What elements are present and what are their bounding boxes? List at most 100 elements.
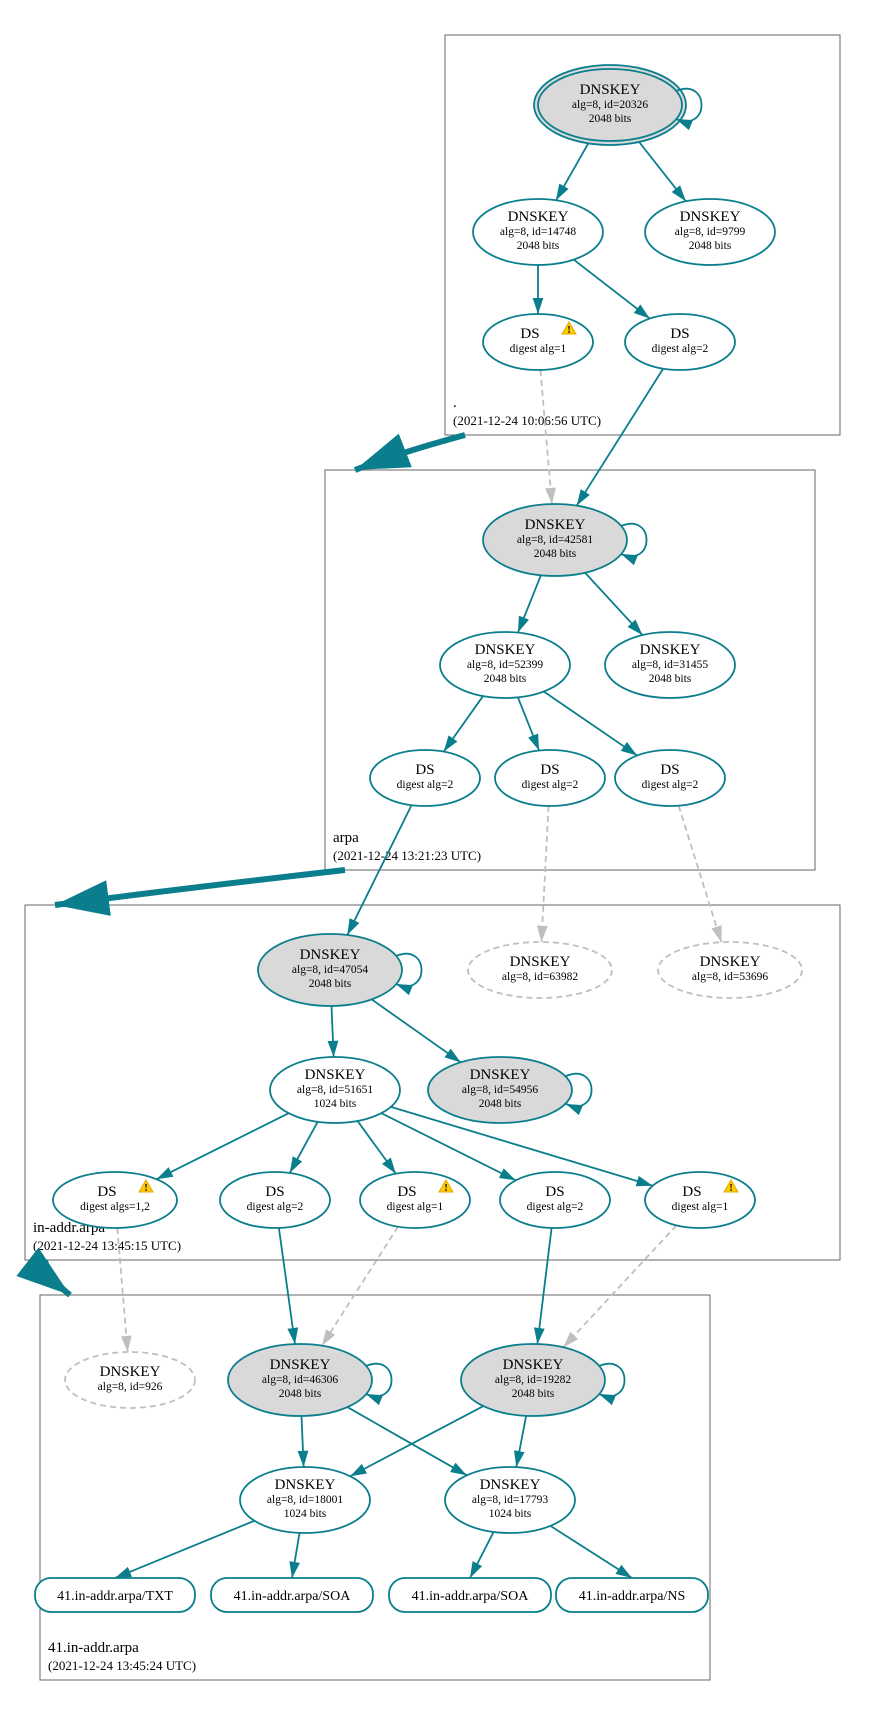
node-text: DNSKEY [480, 1477, 541, 1493]
node-text: DNSKEY [300, 947, 361, 963]
record-r4: 41.in-addr.arpa/NS [556, 1578, 708, 1612]
node-text: alg=8, id=63982 [502, 971, 578, 983]
node-text: DNSKEY [510, 954, 571, 970]
record-r3: 41.in-addr.arpa/SOA [389, 1578, 551, 1612]
zone-label: arpa [333, 830, 359, 846]
node-text: digest alg=1 [387, 1201, 444, 1213]
node-text: DS [397, 1184, 416, 1200]
node-text: 2048 bits [309, 978, 352, 990]
node-text: 2048 bits [479, 1098, 522, 1110]
node-n7: DNSKEYalg=8, id=52399 2048 bits [440, 632, 570, 698]
node-text: alg=8, id=18001 [267, 1494, 343, 1506]
edge [279, 1228, 295, 1344]
edge [585, 573, 642, 635]
node-n2: DNSKEYalg=8, id=147482048 bits [473, 199, 603, 265]
edge [540, 370, 552, 504]
node-n10: DSdigest alg=2 [495, 750, 605, 806]
node-text: 2048 bits [689, 240, 732, 252]
record-label: 41.in-addr.arpa/NS [579, 1589, 686, 1604]
zone-delegation-arrow [55, 870, 345, 905]
node-text: 1024 bits [284, 1508, 327, 1520]
node-text: DNSKEY [275, 1477, 336, 1493]
node-n13: DNSKEYalg=8, id=63982 [468, 942, 612, 998]
node-text: digest alg=2 [522, 779, 579, 791]
record-label: 41.in-addr.arpa/TXT [57, 1589, 173, 1604]
edge [636, 138, 685, 201]
edge [679, 806, 722, 943]
edge [358, 1121, 396, 1174]
edge [577, 369, 663, 506]
node-text: alg=8, id=46306 [262, 1374, 338, 1386]
node-text: digest alg=2 [397, 779, 454, 791]
node-text: digest alg=1 [510, 343, 567, 355]
node-n1: DNSKEYalg=8, id=203262048 bits [534, 65, 702, 145]
node-text: DS [97, 1184, 116, 1200]
record-r2: 41.in-addr.arpa/SOA [211, 1578, 373, 1612]
node-text: DS [670, 326, 689, 342]
node-n4: DSdigest alg=1! [483, 314, 593, 370]
node-text: DS [540, 762, 559, 778]
zone-timestamp: (2021-12-24 13:21:23 UTC) [333, 848, 481, 863]
edge [322, 1227, 398, 1346]
node-text: digest alg=2 [247, 1201, 304, 1213]
node-text: alg=8, id=54956 [462, 1084, 538, 1096]
edge [157, 1113, 289, 1179]
zone-timestamp: (2021-12-24 10:06:56 UTC) [453, 413, 601, 428]
zone-timestamp: (2021-12-24 13:45:15 UTC) [33, 1238, 181, 1253]
node-n12: DNSKEYalg=8, id=47054 2048 bits [258, 934, 422, 1006]
zone-label: . [453, 395, 457, 411]
node-text: 2048 bits [484, 673, 527, 685]
node-text: alg=8, id=17793 [472, 1494, 548, 1506]
node-text: alg=8, id=52399 [467, 659, 543, 671]
node-n8: DNSKEYalg=8, id=314552048 bits [605, 632, 735, 698]
node-text: alg=8, id=14748 [500, 226, 576, 238]
node-text: DS [682, 1184, 701, 1200]
node-text: 2048 bits [649, 673, 692, 685]
zone-delegation-arrow [355, 435, 465, 470]
zone-label: 41.in-addr.arpa [48, 1640, 139, 1656]
node-n6: DNSKEYalg=8, id=425812048 bits [483, 504, 647, 576]
node-n19: DSdigest alg=1! [360, 1172, 470, 1228]
node-text: DNSKEY [305, 1067, 366, 1083]
node-text: DNSKEY [100, 1364, 161, 1380]
node-text: DNSKEY [270, 1357, 331, 1373]
edge [541, 806, 548, 942]
node-text: DS [265, 1184, 284, 1200]
edge [518, 697, 539, 750]
node-text: DNSKEY [475, 642, 536, 658]
edge [563, 1225, 676, 1347]
node-text: alg=8, id=31455 [632, 659, 708, 671]
node-text: 2048 bits [534, 548, 577, 560]
node-n20: DSdigest alg=2 [500, 1172, 610, 1228]
edge [556, 140, 590, 201]
node-text: 2048 bits [279, 1388, 322, 1400]
edge [574, 260, 650, 319]
edge [470, 1532, 494, 1578]
node-n24: DNSKEYalg=8, id=192822048 bits [461, 1344, 625, 1416]
node-text: alg=8, id=53696 [692, 971, 768, 983]
node-text: 1024 bits [489, 1508, 532, 1520]
edge [518, 575, 541, 632]
node-text: alg=8, id=51651 [297, 1084, 373, 1096]
node-n5: DSdigest alg=2 [625, 314, 735, 370]
node-text: alg=8, id=19282 [495, 1374, 571, 1386]
node-text: digest alg=2 [527, 1201, 584, 1213]
record-label: 41.in-addr.arpa/SOA [234, 1589, 352, 1604]
node-text: alg=8, id=926 [98, 1381, 163, 1393]
edge [347, 1407, 466, 1475]
node-n3: DNSKEYalg=8, id=97992048 bits [645, 199, 775, 265]
node-text: alg=8, id=20326 [572, 99, 648, 111]
node-n15: DNSKEYalg=8, id=516511024 bits [270, 1057, 400, 1123]
node-text: DS [660, 762, 679, 778]
svg-text:!: ! [729, 1183, 732, 1194]
zone-timestamp: (2021-12-24 13:45:24 UTC) [48, 1658, 196, 1673]
node-text: alg=8, id=47054 [292, 964, 368, 976]
edge [290, 1122, 318, 1173]
svg-text:!: ! [444, 1183, 447, 1194]
node-text: digest alg=2 [642, 779, 699, 791]
node-n9: DSdigest alg=2 [370, 750, 480, 806]
edge [301, 1416, 303, 1467]
edge [444, 696, 483, 752]
edge [115, 1521, 254, 1578]
node-text: DNSKEY [470, 1067, 531, 1083]
